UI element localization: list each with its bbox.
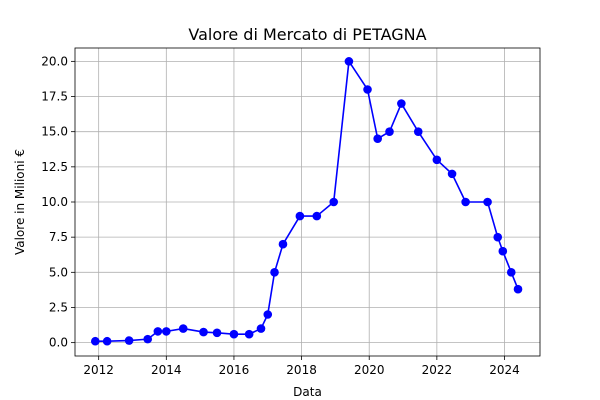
y-tick-label: 5.0	[49, 265, 68, 279]
data-point	[373, 134, 382, 144]
data-point	[363, 85, 372, 94]
y-axis-ticks: 0.0 2.5 5.0 7.5 10.0 12.5 15.0 17.5 20.0	[41, 54, 75, 350]
data-point	[143, 334, 153, 344]
data-point	[212, 328, 222, 338]
data-point	[447, 169, 457, 179]
x-tick-label: 2014	[151, 363, 182, 377]
data-point	[295, 211, 305, 221]
y-axis-label: Valore in Milioni €	[13, 149, 27, 255]
data-point	[385, 127, 394, 136]
x-tick-label: 2018	[286, 363, 317, 377]
data-point	[263, 310, 273, 319]
data-point	[229, 329, 239, 339]
data-point	[256, 324, 266, 333]
series-layer	[90, 57, 523, 346]
y-tick-label: 20.0	[41, 54, 68, 68]
x-tick-label: 2020	[354, 363, 385, 377]
data-point	[199, 327, 208, 337]
x-axis-ticks: 2012 2014 2016 2018 2020 2022 2024	[83, 356, 520, 377]
data-point	[506, 268, 516, 277]
data-point	[102, 336, 112, 346]
chart-title: Valore di Mercato di PETAGNA	[188, 25, 426, 44]
y-tick-label: 7.5	[49, 230, 68, 244]
data-point	[483, 197, 492, 207]
x-tick-label: 2012	[83, 363, 114, 377]
data-point	[397, 99, 406, 108]
data-point	[178, 324, 188, 333]
y-tick-label: 17.5	[41, 90, 68, 104]
data-point	[498, 246, 508, 256]
x-tick-label: 2024	[489, 363, 520, 377]
y-tick-label: 12.5	[41, 160, 68, 174]
data-point	[278, 239, 288, 249]
data-point	[329, 197, 339, 207]
y-tick-label: 15.0	[41, 125, 68, 139]
grid-lines	[75, 48, 540, 356]
y-tick-label: 0.0	[49, 336, 68, 350]
x-tick-label: 2022	[422, 363, 453, 377]
data-point	[432, 155, 442, 165]
data-point	[124, 336, 134, 345]
data-point	[413, 127, 423, 136]
series-line	[95, 60, 519, 343]
data-point	[244, 329, 254, 339]
data-point	[513, 284, 523, 294]
data-point	[461, 197, 470, 207]
data-point	[344, 57, 354, 66]
data-point	[162, 327, 171, 336]
data-point	[153, 327, 163, 336]
y-tick-label: 10.0	[41, 195, 68, 209]
data-point	[90, 336, 100, 346]
series-0	[90, 57, 523, 346]
data-point	[312, 211, 322, 221]
data-point	[493, 232, 503, 242]
x-tick-label: 2016	[219, 363, 250, 377]
x-axis-label: Data	[293, 385, 322, 399]
y-tick-label: 2.5	[49, 300, 68, 314]
data-point	[270, 268, 279, 277]
